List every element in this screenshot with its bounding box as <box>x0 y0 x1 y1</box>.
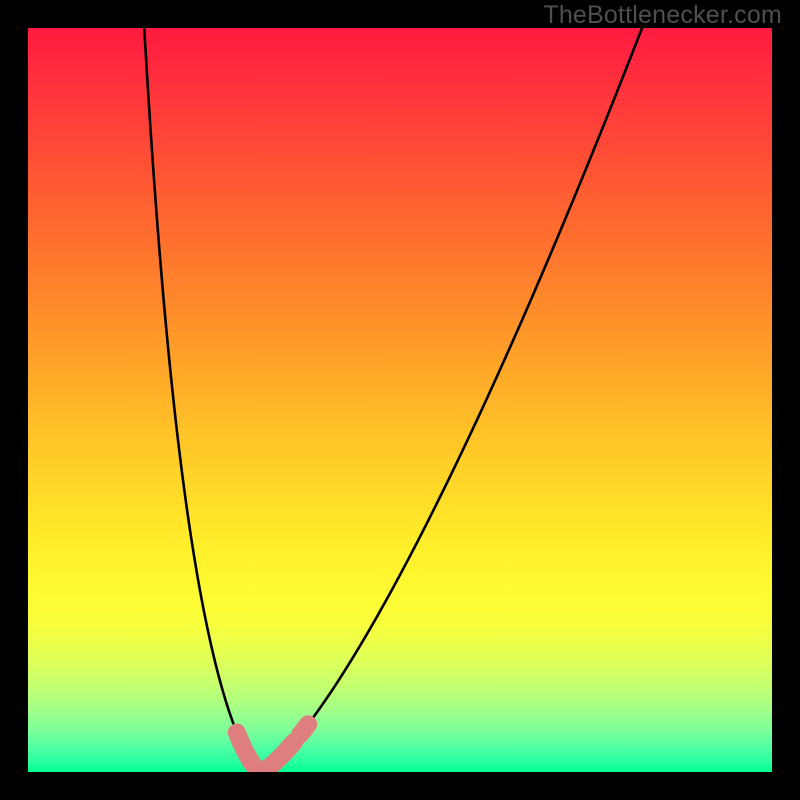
curve-overlay <box>0 0 800 800</box>
measured-segment <box>300 724 308 734</box>
bottleneck-curve <box>88 0 772 772</box>
measured-segment <box>278 742 294 760</box>
chart-stage: TheBottlenecker.com <box>0 0 800 800</box>
watermark-text: TheBottlenecker.com <box>543 1 782 30</box>
